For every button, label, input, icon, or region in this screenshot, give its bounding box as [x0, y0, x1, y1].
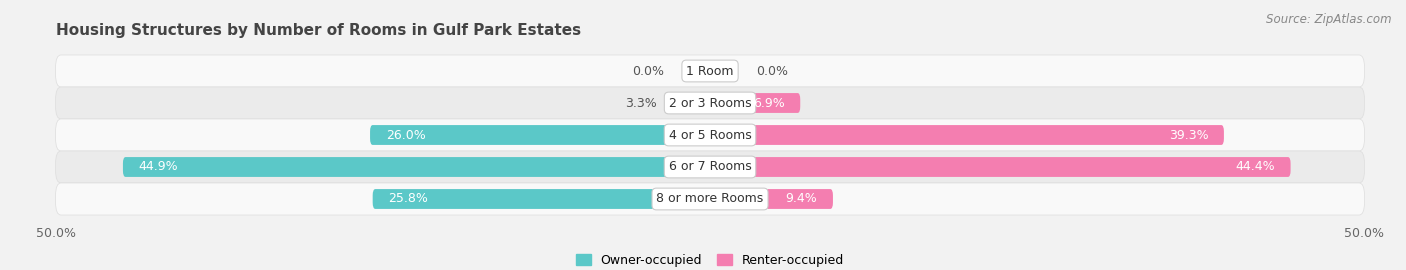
Legend: Owner-occupied, Renter-occupied: Owner-occupied, Renter-occupied [575, 254, 845, 267]
FancyBboxPatch shape [710, 125, 1223, 145]
FancyBboxPatch shape [370, 125, 710, 145]
FancyBboxPatch shape [56, 151, 1364, 183]
Text: 25.8%: 25.8% [388, 193, 429, 205]
FancyBboxPatch shape [710, 93, 800, 113]
Text: 26.0%: 26.0% [385, 129, 426, 141]
Text: 0.0%: 0.0% [756, 65, 787, 77]
Text: 4 or 5 Rooms: 4 or 5 Rooms [669, 129, 751, 141]
Text: 44.4%: 44.4% [1236, 160, 1275, 174]
Text: 2 or 3 Rooms: 2 or 3 Rooms [669, 96, 751, 110]
Text: 6 or 7 Rooms: 6 or 7 Rooms [669, 160, 751, 174]
FancyBboxPatch shape [56, 55, 1364, 87]
Text: 0.0%: 0.0% [633, 65, 664, 77]
FancyBboxPatch shape [122, 157, 710, 177]
FancyBboxPatch shape [666, 93, 710, 113]
Text: 44.9%: 44.9% [139, 160, 179, 174]
Text: 1 Room: 1 Room [686, 65, 734, 77]
FancyBboxPatch shape [373, 189, 710, 209]
Text: Source: ZipAtlas.com: Source: ZipAtlas.com [1267, 14, 1392, 26]
FancyBboxPatch shape [56, 183, 1364, 215]
FancyBboxPatch shape [56, 119, 1364, 151]
Text: 39.3%: 39.3% [1168, 129, 1208, 141]
FancyBboxPatch shape [710, 189, 832, 209]
Text: 6.9%: 6.9% [752, 96, 785, 110]
Text: Housing Structures by Number of Rooms in Gulf Park Estates: Housing Structures by Number of Rooms in… [56, 23, 581, 38]
FancyBboxPatch shape [56, 87, 1364, 119]
Text: 3.3%: 3.3% [624, 96, 657, 110]
Text: 9.4%: 9.4% [786, 193, 817, 205]
FancyBboxPatch shape [710, 157, 1291, 177]
Text: 8 or more Rooms: 8 or more Rooms [657, 193, 763, 205]
